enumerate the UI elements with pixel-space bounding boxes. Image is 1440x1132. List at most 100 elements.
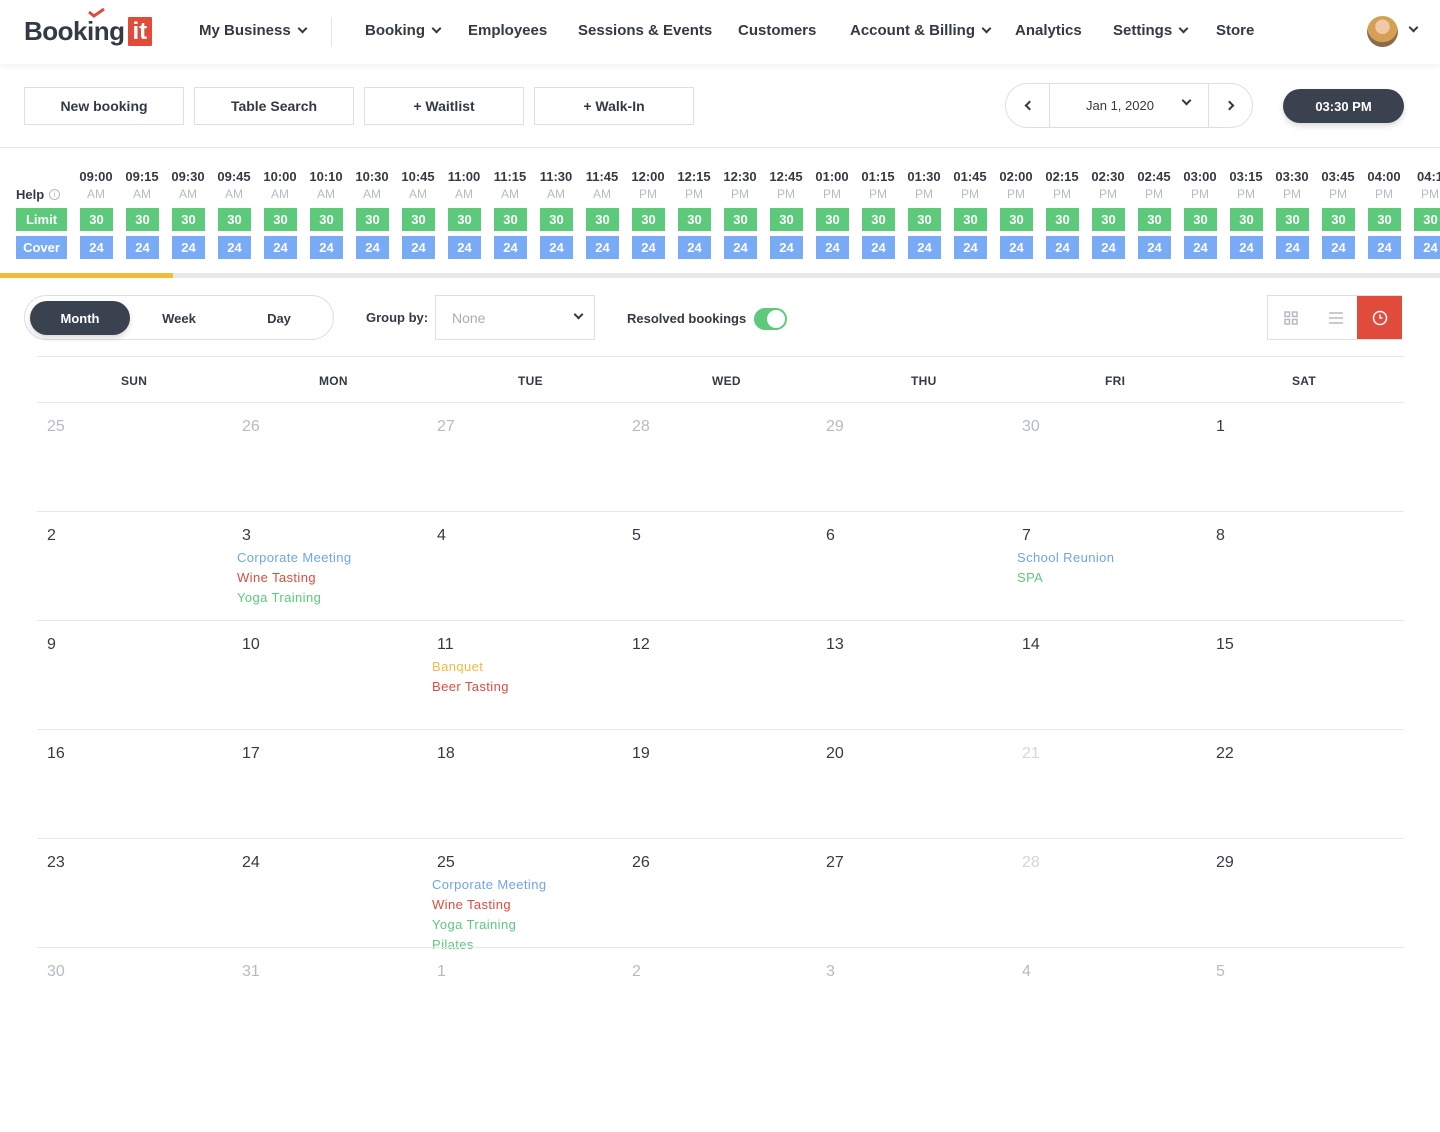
day-number[interactable]: 19: [632, 745, 650, 762]
slot-cover[interactable]: 24: [1230, 236, 1263, 259]
slot-limit[interactable]: 30: [126, 208, 159, 231]
nav-customers[interactable]: Customers: [738, 22, 816, 39]
slot-limit[interactable]: 30: [494, 208, 527, 231]
calendar-event[interactable]: Corporate Meeting: [432, 877, 547, 892]
slot-cover[interactable]: 24: [678, 236, 711, 259]
view-day-tab[interactable]: Day: [267, 310, 291, 326]
slot-limit[interactable]: 30: [1000, 208, 1033, 231]
slot-limit[interactable]: 30: [816, 208, 849, 231]
nav-sessions-events[interactable]: Sessions & Events: [578, 22, 712, 39]
calendar-event[interactable]: Yoga Training: [432, 917, 517, 932]
day-number[interactable]: 13: [826, 636, 844, 653]
slot-cover[interactable]: 24: [1092, 236, 1125, 259]
day-number[interactable]: 4: [437, 527, 446, 544]
slot-limit[interactable]: 30: [1368, 208, 1401, 231]
day-number[interactable]: 17: [242, 745, 260, 762]
slot-cover[interactable]: 24: [954, 236, 987, 259]
previous-date-button[interactable]: [1006, 84, 1050, 127]
day-number[interactable]: 3: [242, 527, 251, 544]
slot-limit[interactable]: 30: [1046, 208, 1079, 231]
slot-cover[interactable]: 24: [80, 236, 113, 259]
day-number[interactable]: 4: [1022, 963, 1031, 980]
day-number[interactable]: 20: [826, 745, 844, 762]
next-date-button[interactable]: [1208, 84, 1252, 127]
calendar-event[interactable]: Beer Tasting: [432, 679, 509, 694]
day-number[interactable]: 18: [437, 745, 455, 762]
slot-limit[interactable]: 30: [586, 208, 619, 231]
add-waitlist-button[interactable]: + Waitlist: [364, 87, 524, 125]
day-number[interactable]: 1: [437, 963, 446, 980]
slot-cover[interactable]: 24: [218, 236, 251, 259]
day-number[interactable]: 31: [242, 963, 260, 980]
add-walk-in-button[interactable]: + Walk-In: [534, 87, 694, 125]
day-number[interactable]: 12: [632, 636, 650, 653]
list-view-button[interactable]: [1313, 296, 1358, 339]
grid-view-button[interactable]: [1268, 296, 1313, 339]
slot-limit[interactable]: 30: [264, 208, 297, 231]
current-time-button[interactable]: 03:30 PM: [1283, 89, 1404, 123]
day-number[interactable]: 22: [1216, 745, 1234, 762]
slot-limit[interactable]: 30: [402, 208, 435, 231]
slot-cover[interactable]: 24: [126, 236, 159, 259]
day-number[interactable]: 5: [1216, 963, 1225, 980]
calendar-event[interactable]: School Reunion: [1017, 550, 1115, 565]
slot-limit[interactable]: 30: [540, 208, 573, 231]
calendar-event[interactable]: Wine Tasting: [237, 570, 316, 585]
slot-cover[interactable]: 24: [1000, 236, 1033, 259]
slot-cover[interactable]: 24: [1414, 236, 1440, 259]
slot-limit[interactable]: 30: [310, 208, 343, 231]
slot-cover[interactable]: 24: [1322, 236, 1355, 259]
day-number[interactable]: 5: [632, 527, 641, 544]
day-number[interactable]: 28: [1022, 854, 1040, 871]
day-number[interactable]: 11: [437, 636, 454, 653]
nav-booking[interactable]: Booking: [365, 22, 442, 39]
day-number[interactable]: 21: [1022, 745, 1040, 762]
slot-limit[interactable]: 30: [770, 208, 803, 231]
day-number[interactable]: 26: [632, 854, 650, 871]
current-date[interactable]: Jan 1, 2020: [1086, 98, 1154, 113]
chevron-down-icon[interactable]: [1181, 95, 1192, 106]
day-number[interactable]: 28: [632, 418, 650, 435]
day-number[interactable]: 24: [242, 854, 260, 871]
day-number[interactable]: 9: [47, 636, 56, 653]
calendar-event[interactable]: Yoga Training: [237, 590, 322, 605]
slot-cover[interactable]: 24: [586, 236, 619, 259]
slot-limit[interactable]: 30: [80, 208, 113, 231]
slot-cover[interactable]: 24: [908, 236, 941, 259]
slot-limit[interactable]: 30: [356, 208, 389, 231]
day-number[interactable]: 6: [826, 527, 835, 544]
timeline-view-button[interactable]: [1357, 296, 1402, 339]
day-number[interactable]: 8: [1216, 527, 1225, 544]
slot-cover[interactable]: 24: [770, 236, 803, 259]
slot-cover[interactable]: 24: [1184, 236, 1217, 259]
day-number[interactable]: 27: [437, 418, 455, 435]
resolved-bookings-toggle[interactable]: [754, 308, 787, 330]
slot-cover[interactable]: 24: [632, 236, 665, 259]
slot-limit[interactable]: 30: [448, 208, 481, 231]
calendar-event[interactable]: Pilates: [432, 937, 474, 952]
day-number[interactable]: 3: [826, 963, 835, 980]
slot-limit[interactable]: 30: [678, 208, 711, 231]
slot-cover[interactable]: 24: [862, 236, 895, 259]
day-number[interactable]: 2: [47, 527, 56, 544]
day-number[interactable]: 23: [47, 854, 65, 871]
slot-limit[interactable]: 30: [862, 208, 895, 231]
nav-analytics[interactable]: Analytics: [1015, 22, 1082, 39]
day-number[interactable]: 10: [242, 636, 260, 653]
day-number[interactable]: 27: [826, 854, 844, 871]
calendar-event[interactable]: Wine Tasting: [432, 897, 511, 912]
day-number[interactable]: 7: [1022, 527, 1031, 544]
slot-limit[interactable]: 30: [954, 208, 987, 231]
day-number[interactable]: 30: [1022, 418, 1040, 435]
slot-limit[interactable]: 30: [1138, 208, 1171, 231]
slot-limit[interactable]: 30: [1276, 208, 1309, 231]
user-avatar[interactable]: [1367, 16, 1398, 47]
slot-limit[interactable]: 30: [1092, 208, 1125, 231]
slot-limit[interactable]: 30: [1184, 208, 1217, 231]
day-number[interactable]: 30: [47, 963, 65, 980]
day-number[interactable]: 29: [1216, 854, 1234, 871]
slot-cover[interactable]: 24: [816, 236, 849, 259]
table-search-button[interactable]: Table Search: [194, 87, 354, 125]
calendar-event[interactable]: SPA: [1017, 570, 1044, 585]
slot-cover[interactable]: 24: [448, 236, 481, 259]
